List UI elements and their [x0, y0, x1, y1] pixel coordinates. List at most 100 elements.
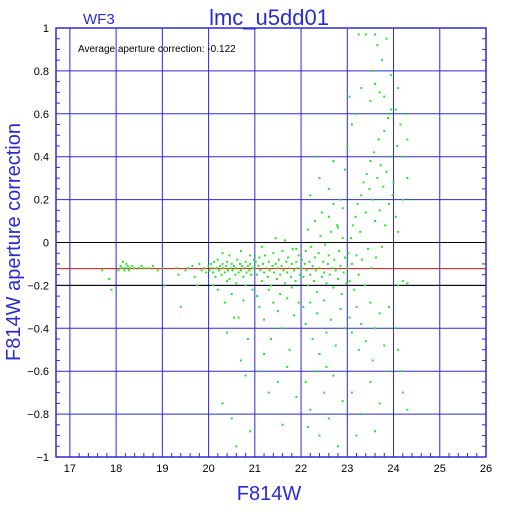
data-point: [323, 271, 326, 274]
data-point: [362, 181, 365, 184]
data-point: [211, 267, 214, 270]
data-point: [120, 267, 123, 270]
x-tick-label: 19: [156, 463, 168, 475]
data-point: [387, 117, 389, 120]
data-point: [205, 271, 208, 274]
data-point: [242, 275, 245, 278]
data-point: [387, 202, 390, 205]
reference-lines: [56, 242, 486, 286]
data-point: [263, 318, 266, 321]
data-point: [234, 273, 237, 276]
data-point: [119, 265, 122, 268]
data-point: [367, 247, 370, 250]
data-point: [276, 310, 279, 313]
data-point: [326, 262, 329, 265]
chart-title: lmc_u5dd01: [209, 5, 329, 30]
data-point: [270, 284, 272, 287]
data-point: [397, 87, 400, 90]
data-point: [323, 391, 326, 394]
data-point: [373, 151, 376, 154]
data-point: [378, 91, 381, 94]
data-point: [221, 402, 224, 405]
data-point: [353, 288, 356, 291]
data-point: [355, 254, 358, 257]
data-point: [350, 237, 352, 240]
data-point: [376, 44, 379, 47]
data-point: [364, 33, 367, 36]
y-axis-label: F814W aperture correction: [3, 123, 25, 361]
data-point: [320, 211, 323, 214]
data-point: [313, 280, 315, 283]
data-point: [361, 258, 364, 261]
data-point: [399, 123, 402, 126]
data-point: [225, 265, 228, 268]
data-point: [256, 273, 259, 276]
data-point: [250, 273, 253, 276]
data-point: [304, 323, 307, 325]
data-point: [246, 265, 249, 268]
annotation-text: Average aperture correction: -0.122: [78, 44, 236, 55]
data-point: [318, 177, 321, 180]
data-point: [364, 340, 367, 343]
data-point: [222, 267, 225, 270]
data-point: [264, 254, 266, 257]
data-point: [309, 301, 312, 304]
data-point: [184, 269, 187, 272]
data-point: [337, 226, 339, 229]
data-point: [147, 267, 150, 270]
data-point: [289, 275, 292, 278]
data-point: [244, 284, 247, 287]
x-tick-label: 17: [64, 463, 76, 475]
data-point: [324, 243, 327, 246]
data-point: [387, 370, 390, 373]
data-point: [360, 413, 363, 416]
data-point: [131, 265, 134, 268]
data-point: [227, 269, 229, 272]
data-point: [272, 252, 275, 255]
data-point: [254, 260, 257, 263]
data-point: [327, 187, 330, 190]
data-point: [230, 262, 233, 265]
data-point: [339, 265, 342, 268]
y-tick-label: 0.6: [34, 109, 49, 121]
data-point: [283, 282, 286, 285]
data-point: [267, 260, 270, 263]
data-point: [331, 267, 334, 270]
data-point: [212, 284, 215, 287]
data-point: [344, 168, 346, 171]
data-point: [191, 265, 194, 268]
data-point: [229, 267, 232, 270]
data-point: [249, 430, 252, 433]
data-points: [101, 33, 409, 448]
data-point: [370, 267, 373, 270]
data-point: [332, 202, 335, 205]
data-point: [325, 282, 328, 285]
data-point: [237, 316, 240, 319]
data-point: [322, 260, 325, 263]
data-point: [355, 434, 358, 437]
data-point: [231, 269, 234, 272]
data-point: [378, 402, 381, 405]
data-point: [390, 74, 393, 77]
data-point: [307, 228, 309, 231]
data-point: [122, 260, 124, 263]
data-point: [351, 224, 354, 227]
data-point: [307, 426, 309, 428]
data-point: [217, 269, 220, 272]
data-point: [110, 288, 113, 291]
data-point: [258, 305, 261, 308]
data-point: [355, 305, 358, 308]
data-point: [309, 194, 312, 197]
data-point: [282, 269, 285, 272]
data-point: [270, 338, 272, 340]
y-tick-label: −0.8: [27, 409, 49, 421]
data-point: [350, 331, 353, 334]
data-point: [268, 269, 271, 272]
data-point: [299, 273, 302, 276]
data-point: [239, 250, 242, 253]
data-point: [274, 237, 277, 240]
data-point: [308, 260, 311, 263]
data-point: [252, 258, 255, 261]
data-point: [394, 327, 397, 330]
data-point: [228, 254, 231, 257]
